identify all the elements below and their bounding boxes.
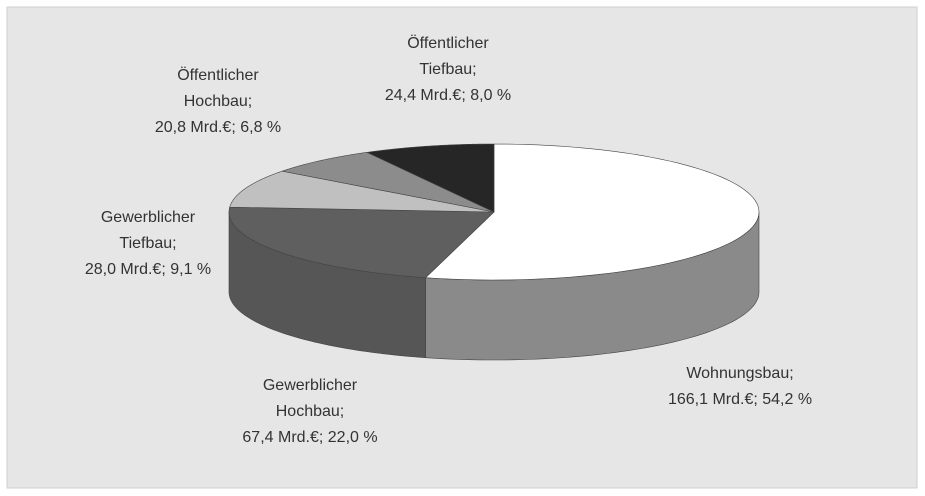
category-label-line: Öffentlicher <box>407 34 489 52</box>
category-label-line: Tiefbau; <box>419 61 476 78</box>
slice <box>228 206 495 279</box>
category-label: Gewerblicher Tiefbau; <box>101 209 196 252</box>
category-label: Öffentlicher Tiefbau; <box>407 34 489 78</box>
category-label-line: Gewerblicher <box>101 209 196 226</box>
category-label-line: Wohnungsbau; <box>686 365 793 382</box>
category-label-line: Hochbau; <box>276 403 345 420</box>
value-label: 28,0 Mrd.€; 9,1 % <box>85 261 211 278</box>
slice <box>365 143 495 213</box>
category-label-line: Hochbau; <box>184 93 253 110</box>
value-label: 166,1 Mrd.€; 54,2 % <box>668 391 812 408</box>
value-label: 24,4 Mrd.€; 8,0 % <box>385 87 511 104</box>
category-label-line: Gewerblicher <box>263 377 358 394</box>
slice <box>281 152 495 213</box>
category-label: Wohnungsbau; <box>686 365 793 382</box>
category-label-line: Öffentlicher <box>177 66 259 84</box>
value-label: 67,4 Mrd.€; 22,0 % <box>242 429 377 446</box>
slice <box>229 170 495 213</box>
slice <box>424 143 760 281</box>
category-label: Öffentlicher Hochbau; <box>177 66 259 110</box>
value-label: 20,8 Mrd.€; 6,8 % <box>155 119 281 136</box>
category-label-line: Tiefbau; <box>119 235 176 252</box>
category-label: Gewerblicher Hochbau; <box>263 377 358 420</box>
